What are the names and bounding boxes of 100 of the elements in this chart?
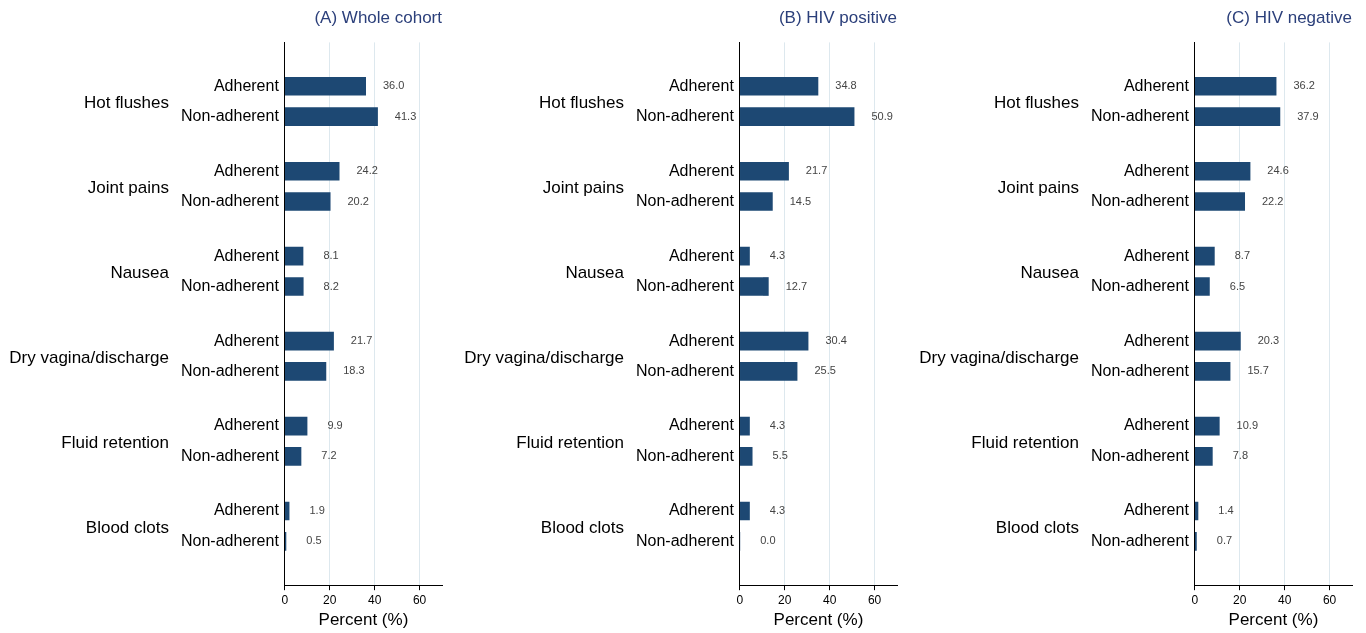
data-label: 41.3: [394, 109, 417, 122]
text: Hot flushes: [83, 93, 169, 113]
data-label: 37.9: [1297, 109, 1319, 122]
y-tick-label: Adherent: [213, 416, 280, 434]
y-tick-label: Adherent: [668, 416, 735, 434]
x-tick-label: 40: [822, 592, 837, 607]
data-label: 24.6: [1267, 164, 1289, 177]
y-tick-label: Non-adherent: [181, 107, 280, 124]
text: Hot flushes: [993, 93, 1079, 113]
y-tick-label: Non-adherent: [181, 276, 280, 294]
data-label: 0.0: [760, 534, 776, 547]
y-tick-label: Adherent: [1123, 161, 1190, 179]
y-tick-label: Adherent: [213, 161, 280, 179]
data-label: 21.7: [805, 164, 828, 177]
x-tick-label: 60: [412, 592, 427, 607]
data-label: 21.7: [350, 334, 373, 347]
text: Blood clots: [540, 517, 624, 537]
text: Dry vagina/discharge: [919, 347, 1079, 367]
data-label: 7.2: [321, 449, 337, 462]
y-tick-label: Non-adherent: [636, 446, 735, 464]
text: Dry vagina/discharge: [9, 347, 169, 367]
data-label: 25.5: [814, 364, 836, 377]
y-tick-label: Non-adherent: [1091, 446, 1190, 464]
y-tick-label: Adherent: [668, 76, 735, 94]
x-tick-label: 40: [367, 592, 382, 607]
y-tick-label: Non-adherent: [181, 446, 280, 464]
data-label: 8.2: [323, 279, 339, 292]
y-tick-label: Non-adherent: [636, 531, 735, 549]
data-label: 4.3: [769, 419, 786, 432]
text: Nausea: [110, 263, 170, 283]
data-label: 34.8: [835, 79, 857, 92]
y-tick-label: Adherent: [213, 331, 280, 349]
y-tick-label: Non-adherent: [636, 276, 735, 294]
y-tick-label: Non-adherent: [636, 107, 735, 124]
text: Blood clots: [995, 517, 1079, 537]
y-tick-label: Non-adherent: [1091, 191, 1190, 209]
y-tick-label: Adherent: [668, 161, 735, 179]
y-tick-label: Non-adherent: [1091, 531, 1190, 549]
x-tick-label: 60: [867, 592, 882, 607]
text: Joint pains: [997, 178, 1079, 198]
data-label: 20.3: [1257, 334, 1280, 347]
y-tick-label: Non-adherent: [636, 191, 735, 209]
data-label: 22.2: [1261, 194, 1284, 207]
data-label: 8.7: [1234, 249, 1251, 262]
y-tick-label: Adherent: [668, 246, 735, 264]
data-label: 36.2: [1293, 79, 1315, 92]
text: Joint pains: [542, 178, 624, 198]
x-axis-title: Percent (%): [773, 610, 864, 630]
text: Dry vagina/discharge: [464, 347, 624, 367]
data-label: 1.4: [1218, 504, 1234, 517]
x-tick-label: 20: [323, 592, 337, 607]
text: Fluid retention: [516, 432, 624, 452]
y-tick-label: Adherent: [1123, 501, 1190, 519]
data-label: 9.9: [327, 419, 343, 432]
y-tick-label: Adherent: [213, 76, 280, 94]
y-tick-label: Adherent: [1123, 331, 1190, 349]
text: Blood clots: [85, 517, 169, 537]
data-label: 8.1: [323, 249, 339, 262]
data-label: 4.3: [769, 504, 786, 517]
data-label: 10.9: [1236, 419, 1259, 432]
x-axis-title: Percent (%): [318, 610, 409, 630]
data-label: 24.2: [356, 164, 378, 177]
data-label: 36.0: [382, 79, 405, 92]
y-tick-label: Non-adherent: [181, 191, 280, 209]
y-tick-label: Adherent: [213, 501, 280, 519]
data-label: 20.2: [347, 194, 369, 207]
x-tick-label: 40: [1277, 592, 1292, 607]
data-label: 15.7: [1247, 364, 1269, 377]
data-label: 18.3: [343, 364, 365, 377]
text: Nausea: [1020, 263, 1080, 283]
y-tick-label: Non-adherent: [1091, 107, 1190, 124]
data-label: 6.5: [1229, 279, 1246, 292]
x-tick-label: 60: [1322, 592, 1337, 607]
y-tick-label: Adherent: [1123, 416, 1190, 434]
data-label: 30.4: [825, 334, 847, 347]
data-label: 1.9: [309, 504, 325, 517]
x-tick-label: 0: [736, 592, 744, 607]
data-label: 5.5: [772, 449, 788, 462]
data-label: 0.5: [306, 534, 322, 547]
data-label: 14.5: [789, 194, 812, 207]
y-tick-label: Adherent: [213, 246, 280, 264]
y-tick-label: Non-adherent: [181, 361, 280, 379]
data-label: 4.3: [769, 249, 786, 262]
x-axis-title: Percent (%): [1228, 610, 1319, 630]
y-tick-label: Adherent: [668, 331, 735, 349]
data-label: 12.7: [785, 279, 808, 292]
chart-title: (C) HIV negative: [1226, 7, 1352, 27]
x-tick-label: 20: [1233, 592, 1247, 607]
text: Nausea: [565, 263, 625, 283]
y-tick-label: Non-adherent: [1091, 361, 1190, 379]
x-tick-label: 20: [778, 592, 792, 607]
text: Fluid retention: [61, 432, 169, 452]
data-label: 0.7: [1216, 534, 1233, 547]
text: Joint pains: [87, 178, 169, 198]
x-tick-label: 0: [1191, 592, 1199, 607]
y-tick-label: Non-adherent: [181, 531, 280, 549]
data-label: 7.8: [1232, 449, 1248, 462]
x-tick-label: 0: [281, 592, 289, 607]
chart-title: (A) Whole cohort: [314, 7, 443, 27]
y-tick-label: Adherent: [668, 501, 735, 519]
